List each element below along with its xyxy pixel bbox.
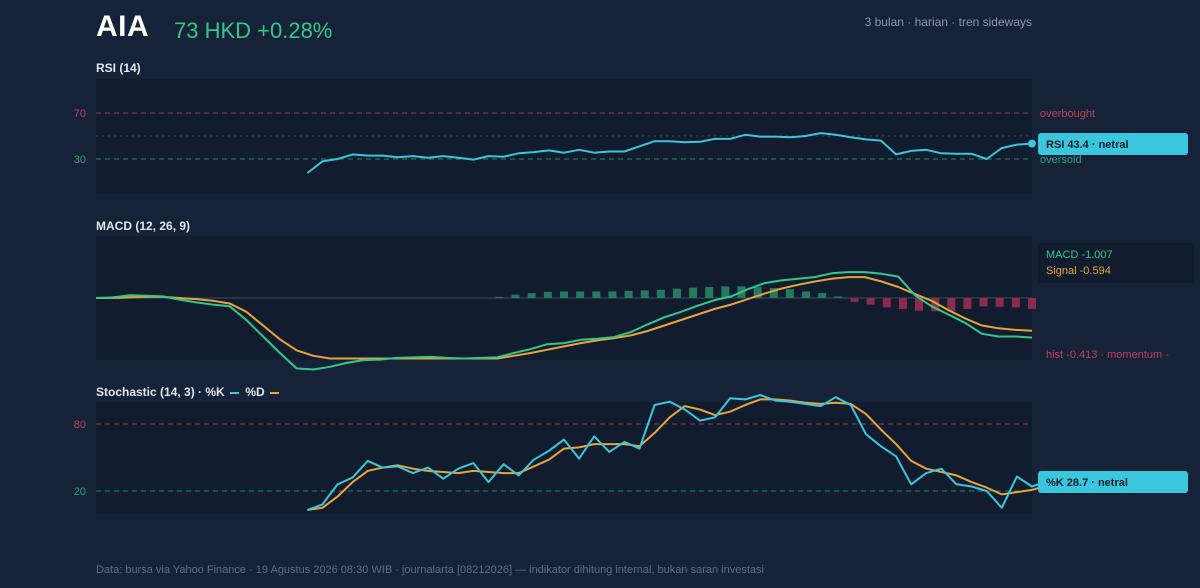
macd-histogram-bar — [1011, 298, 1020, 308]
macd-line — [95, 271, 1033, 371]
rsi-tick-70: 70 — [74, 108, 86, 120]
macd-histogram-bar — [947, 298, 956, 312]
macd-panel-title: MACD (12, 26, 9) — [96, 219, 191, 233]
macd-value-label: MACD -1.007 — [1046, 249, 1113, 261]
signal-line — [96, 276, 1033, 360]
oversold-label: oversold — [1040, 154, 1082, 166]
macd-histogram-bar — [1028, 298, 1036, 309]
stoch-tick-20: 20 — [74, 486, 86, 498]
macd-histogram-bar — [898, 298, 907, 309]
d-legend-label: %D — [245, 385, 265, 399]
macd-histogram-bar — [543, 291, 552, 298]
macd-histogram-bar — [560, 291, 568, 298]
macd-histogram-bar — [931, 298, 940, 312]
macd-histogram-bar — [979, 298, 988, 307]
stoch-k-line — [307, 394, 1048, 511]
rsi-tick-30: 30 — [74, 154, 86, 166]
histogram-value-label: hist -0.413 · momentum - — [1046, 349, 1169, 361]
macd-histogram-bar — [882, 298, 891, 308]
macd-histogram-bar — [673, 288, 681, 298]
rsi-badge — [1038, 133, 1188, 155]
stoch-badge-text: %K 28.7 · netral — [1046, 477, 1128, 489]
macd-histogram-bar — [915, 298, 923, 311]
stoch-badge — [1038, 471, 1188, 493]
macd-histogram-bar — [995, 298, 1004, 307]
stochastic-title-text: Stochastic (14, 3) · %K — [96, 385, 225, 399]
macd-histogram-bar — [511, 294, 520, 298]
macd-histogram-bar — [850, 298, 859, 302]
macd-histogram-bar — [640, 290, 649, 298]
signal-value-label: Signal -0.594 — [1046, 265, 1111, 277]
macd-histogram-bar — [721, 286, 730, 298]
macd-histogram-bar — [689, 287, 698, 298]
stoch-d-line — [307, 398, 1048, 511]
macd-histogram-bar — [769, 288, 778, 298]
rsi-badge-text: RSI 43.4 · netral — [1046, 139, 1129, 151]
rsi-panel-title: RSI (14) — [96, 61, 141, 75]
stoch-tick-80: 80 — [74, 419, 86, 431]
macd-histogram-bar — [802, 291, 811, 298]
macd-histogram-bar — [527, 293, 536, 299]
macd-histogram-bar — [753, 287, 762, 298]
macd-histogram-bar — [818, 293, 827, 299]
stochastic-panel-title: Stochastic (14, 3) · %K %D — [96, 385, 280, 399]
d-legend-swatch — [270, 391, 280, 394]
rsi-line — [306, 132, 1033, 174]
overbought-label: overbought — [1040, 108, 1095, 120]
macd-histogram-bar — [705, 287, 714, 298]
period-info: 3 bulan · harian · tren sideways — [864, 15, 1032, 29]
macd-histogram-bar — [624, 290, 633, 299]
macd-histogram-bar — [592, 291, 601, 298]
macd-histogram-bar — [834, 296, 843, 298]
macd-histogram-bar — [866, 298, 875, 305]
rsi-last-point — [1028, 139, 1036, 148]
macd-histogram-bar — [608, 291, 617, 298]
macd-histogram-bar — [495, 296, 504, 298]
macd-histogram-bar — [576, 291, 585, 298]
macd-histogram-bar — [656, 289, 665, 299]
macd-histogram-bar — [963, 298, 972, 309]
k-legend-swatch — [230, 391, 240, 394]
macd-legend-box — [1038, 243, 1194, 283]
footer-source: Data: bursa via Yahoo Finance · 19 Agust… — [96, 564, 764, 576]
price-change: 73 HKD +0.28% — [174, 18, 333, 43]
ticker-symbol: AIA — [96, 10, 150, 43]
stochastic-panel — [96, 402, 1032, 514]
macd-histogram-bar — [785, 289, 794, 298]
